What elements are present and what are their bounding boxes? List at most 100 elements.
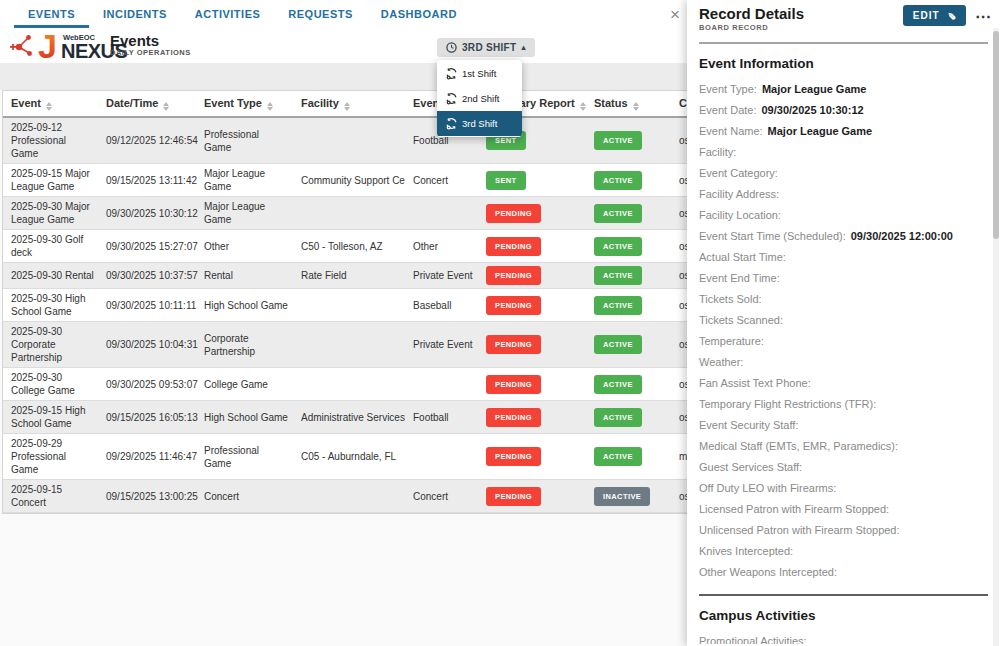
- report-status-badge: PENDING: [486, 487, 541, 506]
- tab-requests[interactable]: REQUESTS: [274, 0, 367, 28]
- cell-status: ACTIVE: [586, 401, 671, 434]
- tab-incidents[interactable]: INCIDENTS: [89, 0, 181, 28]
- field-label: Event Start Time (Scheduled):: [699, 230, 846, 242]
- close-panel-button[interactable]: ×: [664, 4, 686, 26]
- record-details-panel: Record Details BOARD RECORD EDIT ✎ ⋯ Eve…: [687, 0, 1000, 646]
- cell-status: ACTIVE: [586, 230, 671, 263]
- nexus-j-logo-icon: J: [36, 30, 58, 62]
- field-label: Event End Time:: [699, 272, 780, 284]
- field-label: Event Name:: [699, 125, 763, 137]
- status-badge: ACTIVE: [594, 375, 642, 394]
- cell-type: Concert: [196, 480, 293, 513]
- event-row[interactable]: 2025-09-30 College Game09/30/2025 09:53:…: [3, 368, 756, 401]
- report-status-badge: SENT: [486, 171, 526, 190]
- column-header-label: Event: [11, 97, 41, 109]
- shift-menu-item[interactable]: 2nd Shift: [437, 86, 522, 111]
- record-field: Fan Assist Text Phone:: [699, 378, 988, 389]
- record-field: Off Duty LEO with Firearms:: [699, 483, 988, 494]
- tab-dashboard[interactable]: DASHBOARD: [367, 0, 471, 28]
- event-row[interactable]: 2025-09-30 Corporate Partnership09/30/20…: [3, 322, 756, 368]
- tab-activities[interactable]: ACTIVITIES: [181, 0, 275, 28]
- cell-status: ACTIVE: [586, 164, 671, 197]
- report-status-badge: PENDING: [486, 204, 541, 223]
- tab-events[interactable]: EVENTS: [14, 0, 89, 28]
- event-row[interactable]: 2025-09-15 High School Game09/15/2025 16…: [3, 401, 756, 434]
- cell-status: INACTIVE: [586, 480, 671, 513]
- cell-type: High School Game: [196, 401, 293, 434]
- more-options-icon[interactable]: ⋯: [975, 7, 992, 26]
- column-header[interactable]: Facility: [293, 91, 405, 117]
- cell-datetime: 09/15/2025 13:11:42: [98, 164, 196, 197]
- field-value: 09/30/2025 12:00:00: [851, 230, 953, 242]
- field-label: Knives Intercepted:: [699, 545, 793, 557]
- cell-facility: [293, 117, 405, 164]
- field-label: Actual Start Time:: [699, 251, 786, 263]
- cell-category: Other: [405, 230, 478, 263]
- event-row[interactable]: 2025-09-15 Major League Game09/15/2025 1…: [3, 164, 756, 197]
- event-row[interactable]: 2025-09-30 High School Game09/30/2025 10…: [3, 289, 756, 322]
- sort-icon: [163, 102, 169, 111]
- record-field: Event Date:09/30/2025 10:30:12: [699, 105, 988, 116]
- column-header-label: Facility: [301, 97, 339, 109]
- cell-event: 2025-09-15 Major League Game: [3, 164, 98, 197]
- cell-category: Concert: [405, 164, 478, 197]
- event-row[interactable]: 2025-09-29 Professional Game09/29/2025 1…: [3, 434, 756, 480]
- cell-category: [405, 368, 478, 401]
- event-row[interactable]: 2025-09-30 Major League Game09/30/2025 1…: [3, 197, 756, 230]
- cell-status: ACTIVE: [586, 197, 671, 230]
- field-value: 09/30/2025 10:30:12: [761, 104, 863, 116]
- field-label: Temporary Flight Restrictions (TFR):: [699, 398, 876, 410]
- page-subtitle: DAILY OPERATIONS: [110, 49, 191, 58]
- edit-button[interactable]: EDIT ✎: [903, 5, 966, 26]
- cell-status: ACTIVE: [586, 434, 671, 480]
- event-row[interactable]: 2025-09-30 Golf deck09/30/2025 15:27:07O…: [3, 230, 756, 263]
- record-field: Knives Intercepted:: [699, 546, 988, 557]
- column-header[interactable]: Event: [3, 91, 98, 117]
- cell-report: PENDING: [478, 289, 586, 322]
- status-badge: INACTIVE: [594, 487, 650, 506]
- record-field: Event Start Time (Scheduled): 09/30/2025 …: [699, 231, 988, 242]
- status-badge: ACTIVE: [594, 131, 642, 150]
- cell-type: Major League Game: [196, 164, 293, 197]
- field-label: Off Duty LEO with Firearms:: [699, 482, 836, 494]
- status-badge: ACTIVE: [594, 204, 642, 223]
- status-badge: ACTIVE: [594, 408, 642, 427]
- cell-type: Corporate Partnership: [196, 322, 293, 368]
- app-header: J WebEOC NEXUS Events DAILY OPERATIONS: [0, 28, 687, 63]
- shift-dropdown-button[interactable]: 3RD SHIFT ▴: [437, 38, 535, 57]
- shift-menu-item[interactable]: 3rd Shift: [437, 111, 522, 136]
- event-row[interactable]: 2025-09-30 Rental09/30/2025 10:37:57Rent…: [3, 263, 756, 289]
- table-header-row: EventDate/TimeEvent TypeFacilityEvent Ca…: [3, 91, 756, 117]
- cell-report: PENDING: [478, 197, 586, 230]
- edit-button-label: EDIT: [913, 10, 940, 21]
- cell-status: ACTIVE: [586, 368, 671, 401]
- record-field: Tickets Sold:: [699, 294, 988, 305]
- sort-icon: [46, 102, 52, 111]
- record-field: Event Type:Major League Game: [699, 84, 988, 95]
- cell-type: Major League Game: [196, 197, 293, 230]
- record-field: Event Security Staff:: [699, 420, 988, 431]
- panel-scrollbar-thumb[interactable]: [993, 31, 999, 239]
- column-header[interactable]: Date/Time: [98, 91, 196, 117]
- record-field: Weather:: [699, 357, 988, 368]
- page-title: Events: [110, 32, 191, 49]
- status-badge: ACTIVE: [594, 266, 642, 285]
- event-row[interactable]: 2025-09-12 Professional Game09/12/2025 1…: [3, 117, 756, 164]
- event-row[interactable]: 2025-09-15 Concert09/15/2025 13:00:25Con…: [3, 480, 756, 513]
- cell-datetime: 09/30/2025 09:53:07: [98, 368, 196, 401]
- field-label: Unlicensed Patron with Firearm Stopped:: [699, 524, 900, 536]
- cell-event: 2025-09-30 High School Game: [3, 289, 98, 322]
- shift-menu-item[interactable]: 1st Shift: [437, 61, 522, 86]
- status-badge: ACTIVE: [594, 335, 642, 354]
- column-header[interactable]: Event Type: [196, 91, 293, 117]
- cell-status: ACTIVE: [586, 322, 671, 368]
- record-field: Licensed Patron with Firearm Stopped:: [699, 504, 988, 515]
- cell-type: High School Game: [196, 289, 293, 322]
- cell-datetime: 09/30/2025 10:37:57: [98, 263, 196, 289]
- record-field: Event Name:Major League Game: [699, 126, 988, 137]
- cell-report: SENT: [478, 164, 586, 197]
- cell-datetime: 09/30/2025 10:04:31: [98, 322, 196, 368]
- svg-text:J: J: [38, 30, 57, 62]
- column-header[interactable]: Status: [586, 91, 671, 117]
- sort-icon: [633, 102, 639, 111]
